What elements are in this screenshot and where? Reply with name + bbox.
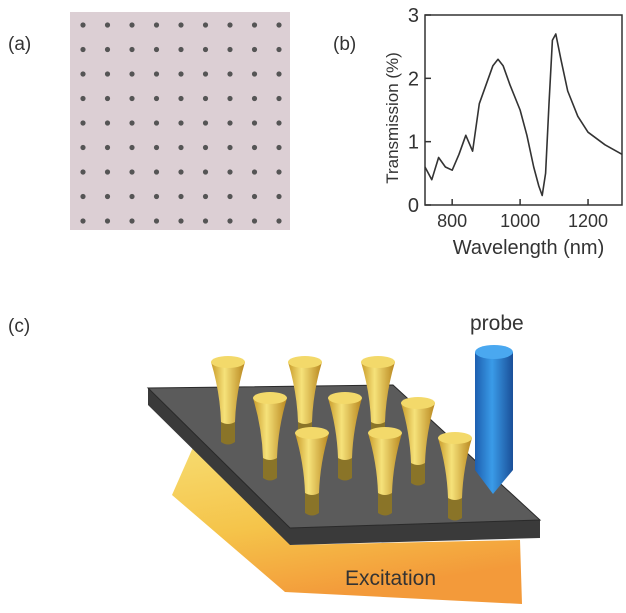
data-line [425, 34, 622, 196]
cone-top [328, 392, 362, 404]
excitation-label: Excitation [345, 567, 436, 590]
cone-top [368, 427, 402, 439]
cone-top [438, 432, 472, 444]
cone-top [288, 356, 322, 368]
y-tick-label: 0 [408, 195, 419, 217]
x-tick-label: 1200 [568, 211, 608, 231]
panel-label: (b) [333, 34, 356, 55]
probe-tip [475, 352, 513, 494]
y-tick-label: 2 [408, 68, 419, 90]
panel-label: (c) [8, 316, 30, 337]
x-tick-label: 800 [437, 211, 467, 231]
probe-top [475, 345, 513, 359]
cone-top [253, 392, 287, 404]
plot-frame [425, 15, 622, 205]
y-tick-label: 1 [408, 132, 419, 154]
probe-label: probe [470, 312, 524, 335]
page: (a) (b) 0 1 2 3 800 1000 1200 Wavelength (nm) Tr… [0, 0, 626, 613]
cone-top [401, 397, 435, 409]
cone-top [295, 427, 329, 439]
figure: (a) (b) 0 1 2 3 800 1000 1200 Wavelength (nm) Tr… [0, 0, 626, 608]
y-tick-label: 3 [408, 5, 419, 27]
y-axis-label: Transmission (%) [383, 52, 402, 184]
panel-label: (a) [8, 34, 31, 55]
hole-array [70, 12, 290, 230]
chart: 0 1 2 3 800 1000 1200 Wavelength (nm) Transmissi… [383, 5, 622, 259]
x-tick-label: 1000 [500, 211, 540, 231]
cone-top [211, 356, 245, 368]
cone-top [361, 356, 395, 368]
x-axis-label: Wavelength (nm) [453, 237, 605, 259]
